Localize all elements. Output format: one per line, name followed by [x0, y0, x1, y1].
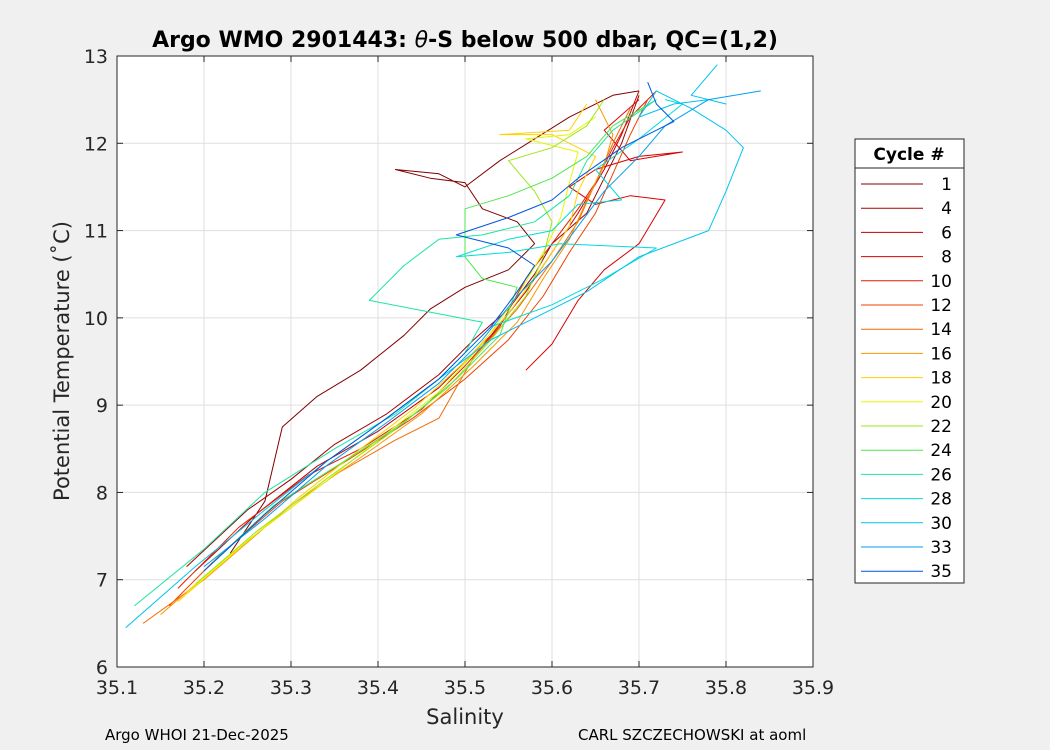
legend-box: [854, 167, 965, 584]
legend-label-cycle-30: 30: [930, 514, 952, 534]
y-tick-label: 8: [96, 482, 108, 504]
legend-label-cycle-33: 33: [930, 538, 952, 558]
x-tick-label: 35.3: [270, 677, 312, 699]
chart-title: Argo WMO 2901443: θ-S below 500 dbar, QC…: [152, 28, 778, 53]
legend-label-cycle-6: 6: [941, 223, 952, 243]
legend-label-cycle-16: 16: [930, 344, 952, 364]
legend-title-box: [854, 138, 965, 169]
legend-label-cycle-10: 10: [930, 272, 952, 292]
series-line-cycle-35: [203, 82, 675, 572]
x-tick-label: 35.4: [357, 677, 399, 699]
x-tick-label: 35.7: [618, 677, 660, 699]
legend-label-cycle-4: 4: [941, 199, 952, 219]
legend-label-cycle-28: 28: [930, 490, 952, 510]
axis-ticks: 35.1 35.2 35.3 35.4 35.5 35.6 35.7 35.8 35.9 6 7 8 9…: [84, 46, 834, 699]
x-tick-label: 35.9: [792, 677, 834, 699]
footer-right: CARL SZCZECHOWSKI at aoml: [578, 726, 806, 744]
x-tick-label: 35.6: [531, 677, 573, 699]
legend-label-cycle-35: 35: [930, 562, 952, 582]
series-line-cycle-26: [134, 99, 657, 607]
y-tick-label: 10: [84, 308, 108, 330]
y-tick-label: 9: [96, 395, 108, 417]
series-line-cycle-24: [212, 99, 657, 563]
series-line-cycle-12: [168, 99, 649, 607]
x-tick-label: 35.1: [96, 677, 138, 699]
footer-left: Argo WHOI 21-Dec-2025: [105, 726, 289, 744]
y-tick-label: 12: [84, 133, 108, 155]
series-line-cycle-8: [525, 99, 683, 371]
y-tick-label: 7: [96, 570, 108, 592]
x-axis-label: Salinity: [426, 705, 504, 729]
series-line-cycle-33: [203, 90, 761, 567]
y-tick-label: 6: [96, 657, 108, 679]
legend-label-cycle-24: 24: [930, 441, 952, 461]
y-tick-label: 13: [84, 46, 108, 68]
series-line-cycle-20: [186, 116, 596, 594]
legend-label-cycle-1: 1: [941, 175, 952, 195]
x-tick-label: 35.8: [705, 677, 747, 699]
series-line-cycle-22: [194, 99, 605, 585]
series-line-cycle-4: [186, 95, 640, 567]
legend-label-cycle-20: 20: [930, 393, 952, 413]
legend-label-cycle-8: 8: [941, 248, 952, 268]
data-series: [125, 64, 761, 629]
y-tick-label: 11: [84, 221, 108, 243]
x-tick-label: 35.2: [183, 677, 225, 699]
series-line-cycle-18: [177, 103, 596, 602]
series-line-cycle-1: [229, 90, 640, 554]
legend-label-cycle-18: 18: [930, 369, 952, 389]
legend-label-cycle-26: 26: [930, 465, 952, 485]
legend-label-cycle-22: 22: [930, 417, 952, 437]
legend-title: Cycle #: [873, 145, 944, 165]
y-axis-label: Potential Temperature (˚C): [50, 221, 74, 501]
x-tick-label: 35.5: [444, 677, 486, 699]
legend-label-cycle-14: 14: [930, 320, 952, 340]
legend-label-cycle-12: 12: [930, 296, 952, 316]
